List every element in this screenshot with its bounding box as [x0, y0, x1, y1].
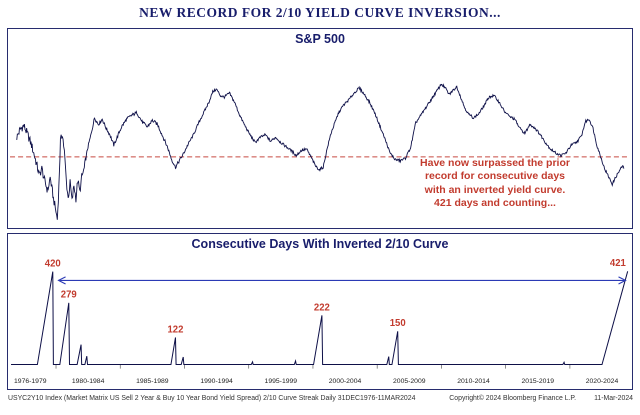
streak-line — [11, 271, 628, 364]
annotation-line: with an inverted yield curve. — [376, 184, 614, 197]
x-axis-label: 2010-2014 — [457, 378, 490, 385]
peak-label: 421 — [610, 258, 627, 269]
peak-label: 150 — [390, 318, 406, 329]
x-axis-label: 2015-2019 — [522, 378, 555, 385]
x-axis-label: 2005-2009 — [393, 378, 426, 385]
x-axis-label: 2000-2004 — [329, 378, 362, 385]
record-annotation: Have now surpassed the prior record for … — [376, 157, 614, 211]
streak-title: Consecutive Days With Inverted 2/10 Curv… — [8, 237, 632, 251]
x-axis-label: 1980-1984 — [72, 378, 105, 385]
x-axis-label: 1985-1989 — [136, 378, 169, 385]
x-axis-label: 2020-2024 — [586, 378, 619, 385]
peak-label: 279 — [61, 290, 77, 301]
peak-label: 420 — [45, 258, 61, 269]
x-axis-label: 1995-1999 — [265, 378, 298, 385]
peak-label: 222 — [314, 302, 330, 313]
annotation-line: Have now surpassed the prior — [376, 157, 614, 170]
peak-label: 122 — [168, 324, 184, 335]
status-date: 11-Mar-2024 — [594, 395, 633, 402]
x-axis-label: 1976-1979 — [14, 378, 47, 385]
streak-panel: 420 279 122 222 150 421 Consecutive Days With… — [7, 233, 633, 390]
x-axis-label: 1990-1994 — [200, 378, 233, 385]
x-axis: 1976-1979 1980-1984 1985-1989 1990-1994 1995… — [8, 377, 632, 388]
inversion-streak-chart: 420 279 122 222 150 421 — [8, 234, 632, 389]
annotation-line: 421 days and counting... — [376, 197, 614, 210]
main-title: NEW RECORD FOR 2/10 YIELD CURVE INVERSIO… — [0, 5, 640, 21]
sp500-panel: S&P 500 Have now surpassed the prior rec… — [7, 28, 633, 229]
status-bar: USYC2Y10 Index (Market Matrix US Sell 2 … — [8, 395, 633, 402]
sp500-title: S&P 500 — [8, 32, 632, 46]
copyright: Copyright© 2024 Bloomberg Finance L.P. — [449, 395, 576, 402]
ticker-info: USYC2Y10 Index (Market Matrix US Sell 2 … — [8, 395, 449, 402]
annotation-line: record for consecutive days — [376, 170, 614, 183]
yield-curve-report: NEW RECORD FOR 2/10 YIELD CURVE INVERSIO… — [0, 0, 640, 415]
